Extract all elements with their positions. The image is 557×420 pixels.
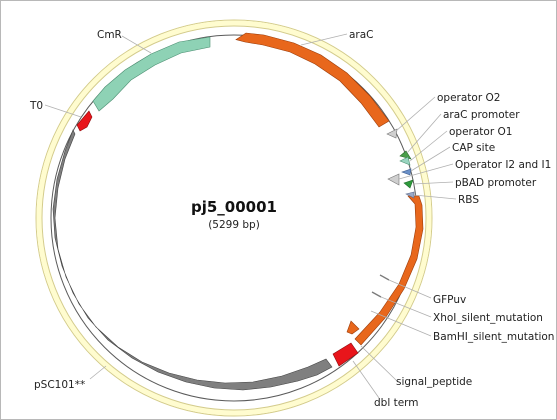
feature-dbl-term[interactable]: [332, 342, 359, 367]
label-pbad-promoter[interactable]: pBAD promoter: [455, 177, 537, 189]
plasmid-name: pj5_00001: [191, 198, 277, 216]
label-operator-i2-i1[interactable]: Operator I2 and I1: [455, 159, 551, 171]
feature-cap-site[interactable]: [401, 168, 412, 176]
backbone-ring-outer: [35, 19, 433, 417]
feature-operator-i2-i1[interactable]: [387, 173, 400, 186]
feature-cmr[interactable]: [92, 36, 211, 112]
feature-operator-o1[interactable]: [399, 156, 411, 166]
label-signal-peptide[interactable]: signal_peptide: [396, 376, 472, 388]
label-operator-o2[interactable]: operator O2: [437, 92, 500, 104]
label-gfpuv[interactable]: GFPuv: [433, 294, 466, 306]
feature-arac[interactable]: [235, 32, 390, 128]
label-bamhi[interactable]: BamHI_silent_mutation: [433, 331, 554, 343]
backbone-ring: [36, 20, 432, 416]
feature-signal-peptide[interactable]: [354, 195, 424, 346]
feature-small-orange-arrow: [346, 320, 360, 335]
label-t0[interactable]: T0: [29, 100, 43, 112]
label-psc101[interactable]: pSC101**: [34, 379, 85, 391]
feature-pbad-promoter[interactable]: [403, 179, 414, 189]
label-arac-promoter[interactable]: araC promoter: [443, 109, 520, 121]
leader-lines: [44, 33, 457, 399]
label-operator-o1[interactable]: operator O1: [449, 126, 512, 138]
feature-operator-o2[interactable]: [386, 128, 398, 139]
label-rbs[interactable]: RBS: [458, 194, 479, 206]
tick-xhoi: [371, 291, 382, 298]
feature-arac-promoter[interactable]: [399, 150, 412, 160]
backbone-ring-inner: [41, 25, 427, 411]
tick-gfpuv: [379, 274, 390, 281]
label-arac[interactable]: araC: [349, 29, 374, 41]
label-dbl-term[interactable]: dbl term: [374, 397, 419, 409]
feature-psc101[interactable]: [52, 129, 333, 391]
label-cap-site[interactable]: CAP site: [452, 142, 495, 154]
feature-t0[interactable]: [76, 110, 93, 132]
label-xhoi[interactable]: XhoI_silent_mutation: [433, 312, 543, 324]
plasmid-size: (5299 bp): [208, 219, 260, 231]
label-cmr[interactable]: CmR: [97, 29, 122, 41]
